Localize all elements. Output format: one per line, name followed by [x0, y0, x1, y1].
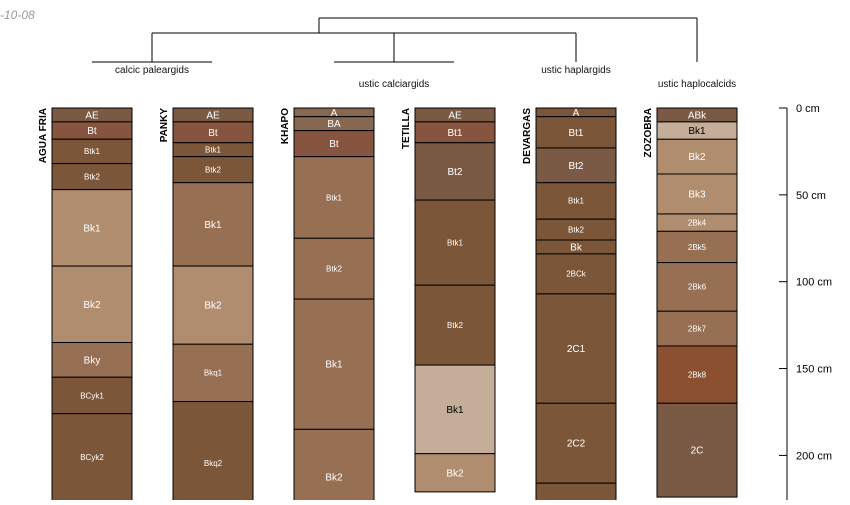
- horizon-label: Bk2: [446, 468, 464, 479]
- horizon-label: 2Bk4: [688, 218, 707, 227]
- horizon-label: Bt2: [568, 161, 583, 172]
- horizon-label: Btk1: [84, 147, 101, 156]
- horizon-label: Bk3: [688, 189, 706, 200]
- horizon-label: Bkq2: [204, 459, 223, 468]
- horizon-label: Bt: [87, 126, 97, 137]
- horizon-label: BA: [327, 119, 341, 130]
- depth-tick-label: 150 cm: [796, 364, 832, 376]
- profile-name: DEVARGAS: [522, 108, 533, 164]
- horizon-label: Bk2: [204, 301, 222, 312]
- horizon-label: 2C: [691, 446, 704, 457]
- horizon-label: 2C1: [567, 344, 586, 355]
- horizon-label: AE: [85, 110, 99, 121]
- horizon-label: AE: [448, 110, 462, 121]
- horizon-label: Btk1: [447, 238, 464, 247]
- horizon-label: Btk2: [205, 165, 222, 174]
- dendrogram: [92, 18, 697, 62]
- profile-name: TETILLA: [401, 108, 412, 149]
- profile-column: PANKY AE Bt Btk1 Btk2 Bk1 Bk2 Bkq1 Bkq2: [159, 108, 253, 500]
- group-label: calcic paleargids: [115, 65, 189, 76]
- horizon-label: Bkq1: [204, 369, 223, 378]
- horizon-label: AE: [206, 110, 220, 121]
- horizon-label: Btk1: [568, 197, 585, 206]
- horizon-block: [294, 429, 374, 500]
- horizon-label: Bk: [570, 242, 583, 253]
- horizon-label: ABk: [688, 110, 707, 121]
- horizon-label: 2Bk5: [688, 243, 707, 252]
- horizon-label: 2C2: [567, 439, 586, 450]
- horizon-label: Bt2: [447, 167, 462, 178]
- horizon-label: Bk1: [83, 223, 101, 234]
- profile-name: PANKY: [159, 108, 170, 143]
- horizon-label: 2Bk6: [688, 283, 707, 292]
- profile-column: TETILLA AE Bt1 Bt2 Btk1 Btk2 Bk1 Bk2: [401, 108, 495, 492]
- horizon-label: 2Bk8: [688, 370, 707, 379]
- group-label: ustic haplocalcids: [658, 79, 736, 90]
- horizon-label: 2BCk: [566, 270, 587, 279]
- horizon-label: Bk2: [325, 473, 343, 484]
- horizon-label: Bt1: [568, 128, 583, 139]
- horizon-label: Bky: [84, 355, 101, 366]
- horizon-label: Bk2: [688, 152, 706, 163]
- horizon-label: Btk2: [84, 172, 101, 181]
- horizon-label: 2Bk7: [688, 324, 707, 333]
- group-label: ustic calciargids: [359, 79, 430, 90]
- horizon-label: Btk1: [205, 145, 222, 154]
- horizon-label: Btk1: [326, 193, 343, 202]
- horizon-label: Bk1: [325, 360, 343, 371]
- depth-tick-label: 50 cm: [796, 190, 826, 202]
- horizon-label: Bt: [208, 128, 218, 139]
- profile-name: KHAPO: [280, 108, 291, 144]
- horizon-label: Btk2: [568, 225, 585, 234]
- horizon-label: Btk2: [447, 321, 464, 330]
- profile-name: AGUA FRIA: [38, 108, 49, 163]
- depth-tick-label: 0 cm: [796, 103, 820, 115]
- depth-axis: [779, 108, 787, 500]
- horizon-block: [536, 483, 616, 500]
- profile-column: ZOZOBRA ABk Bk1 Bk2 Bk3 2Bk4 2Bk5 2Bk6 2Bk7 2Bk8 2…: [643, 108, 737, 497]
- depth-tick-label: 200 cm: [796, 450, 832, 462]
- horizon-label: Btk2: [326, 264, 343, 273]
- profile-name: ZOZOBRA: [643, 108, 654, 157]
- horizon-label: Bk1: [204, 220, 222, 231]
- horizon-label: Bk2: [83, 300, 101, 311]
- depth-tick-label: 100 cm: [796, 277, 832, 289]
- horizon-label: BCyk2: [80, 453, 104, 462]
- horizon-block: [173, 402, 253, 500]
- horizon-label: Bk1: [688, 126, 706, 137]
- horizon-label: Bk1: [446, 405, 464, 416]
- horizon-label: BCyk1: [80, 391, 104, 400]
- date-fragment: -10-08: [0, 8, 35, 22]
- group-label: ustic haplargids: [541, 65, 610, 76]
- profile-column: AGUA FRIA AE Bt Btk1 Btk2 Bk1 Bk2 Bky BCyk1 BCyk2: [38, 108, 132, 500]
- horizon-label: Bt: [329, 139, 339, 150]
- profile-column: DEVARGASABt1Bt2Btk1Btk2Bk2BCk2C12C22C3: [522, 108, 616, 500]
- horizon-label: Bt1: [447, 128, 462, 139]
